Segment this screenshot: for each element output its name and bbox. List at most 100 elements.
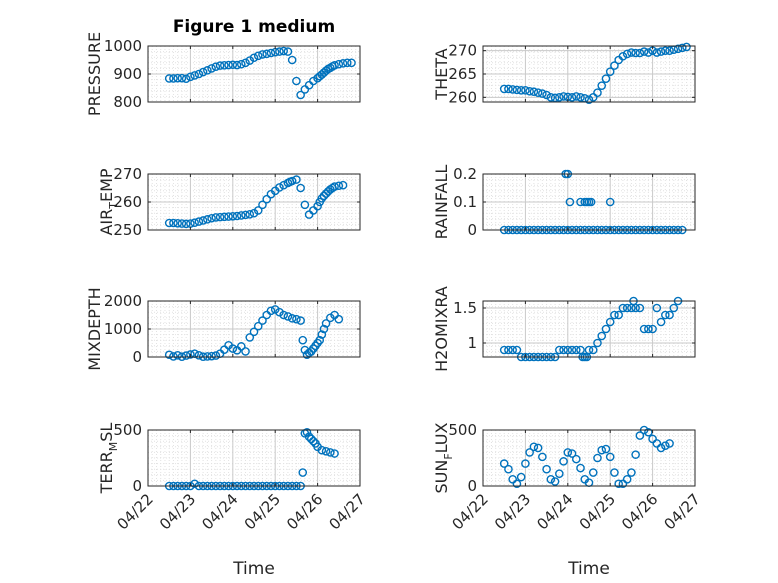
data-point: [315, 335, 325, 345]
data-point: [321, 319, 331, 328]
axes-box: [482, 429, 696, 487]
data-point: [220, 212, 229, 222]
data-point: [521, 86, 530, 95]
data-point: [567, 345, 577, 355]
data-point: [253, 321, 263, 331]
data-point: [648, 434, 657, 444]
data-point: [275, 47, 284, 56]
data-point: [177, 73, 187, 83]
data-point: [605, 197, 615, 207]
data-point: [164, 350, 174, 360]
data-point: [292, 76, 301, 86]
data-point: [306, 434, 316, 444]
y-tick-label: 500: [113, 421, 142, 439]
data-point: [597, 331, 607, 341]
x-tick-label: 04/25: [576, 490, 619, 533]
data-point: [652, 303, 662, 313]
data-point: [521, 459, 530, 468]
data-point: [631, 48, 640, 58]
data-point: [533, 88, 543, 97]
data-point: [190, 218, 199, 228]
data-point: [499, 345, 509, 355]
data-point: [661, 310, 670, 320]
data-point: [298, 468, 308, 477]
data-point: [631, 450, 640, 459]
data-point: [512, 479, 522, 489]
data-point: [597, 81, 607, 90]
data-point: [652, 48, 662, 57]
y-tick-label: 260: [113, 193, 142, 211]
y-axis-label: AIRTEMP: [97, 168, 120, 235]
x-tick-label: 04/22: [449, 490, 492, 533]
data-point: [588, 345, 598, 355]
data-point: [661, 441, 670, 450]
y-axis-label: RAINFALL: [432, 165, 451, 240]
data-point: [283, 312, 293, 321]
data-point: [631, 303, 640, 313]
y-axis-label: MIXDEPTH: [85, 287, 104, 370]
data-point: [342, 58, 352, 68]
data-point: [296, 183, 305, 193]
x-tick-label: 04/23: [491, 490, 534, 533]
y-tick-label: 0: [132, 477, 142, 495]
data-point: [224, 60, 233, 70]
y-tick-label: 500: [448, 421, 477, 439]
data-point: [211, 213, 221, 222]
x-tick-label: 04/24: [198, 490, 241, 533]
data-point: [309, 436, 318, 446]
data-point: [194, 69, 204, 79]
data-point: [338, 180, 348, 190]
data-point: [190, 479, 199, 489]
data-point: [555, 469, 564, 478]
y-tick-label: 1: [467, 334, 477, 352]
x-tick-label: 04/24: [533, 490, 576, 533]
data-point: [622, 474, 632, 484]
data-point: [550, 477, 560, 486]
plot-title: Figure 1 medium: [173, 17, 335, 37]
y-axis-label: H2OMIXRA: [432, 286, 451, 372]
data-point: [279, 180, 288, 190]
data-point: [565, 197, 575, 207]
data-point: [593, 88, 602, 97]
data-point: [499, 84, 509, 94]
data-point: [220, 345, 229, 355]
data-point: [321, 66, 331, 75]
data-point: [245, 333, 255, 342]
data-point: [338, 59, 348, 68]
data-point: [601, 74, 611, 83]
data-point: [169, 218, 178, 228]
data-point: [571, 454, 581, 464]
data-point: [232, 211, 242, 221]
data-point: [635, 303, 645, 313]
data-point: [262, 194, 272, 204]
y-axis-label: PRESSURE: [85, 32, 104, 116]
data-point: [525, 86, 534, 96]
data-point: [207, 351, 216, 361]
data-point: [330, 182, 339, 191]
data-point: [258, 316, 267, 325]
data-point: [211, 62, 221, 72]
y-tick-label: 265: [448, 65, 477, 83]
data-point: [292, 175, 301, 184]
data-point: [516, 86, 526, 95]
data-point: [266, 48, 276, 58]
y-tick-label: 2000: [104, 292, 142, 310]
data-point: [169, 352, 178, 361]
data-point: [622, 303, 632, 313]
y-tick-label: 0: [467, 477, 477, 495]
axes-box: [482, 300, 696, 358]
data-point: [546, 93, 556, 102]
y-tick-label: 1.5: [453, 299, 477, 317]
data-point: [614, 310, 623, 320]
data-point: [326, 185, 335, 194]
data-point: [584, 95, 594, 104]
x-axis-label: Time: [232, 559, 275, 579]
data-point: [533, 443, 543, 453]
data-point: [296, 90, 305, 100]
data-point: [571, 92, 581, 101]
data-point: [550, 93, 560, 103]
